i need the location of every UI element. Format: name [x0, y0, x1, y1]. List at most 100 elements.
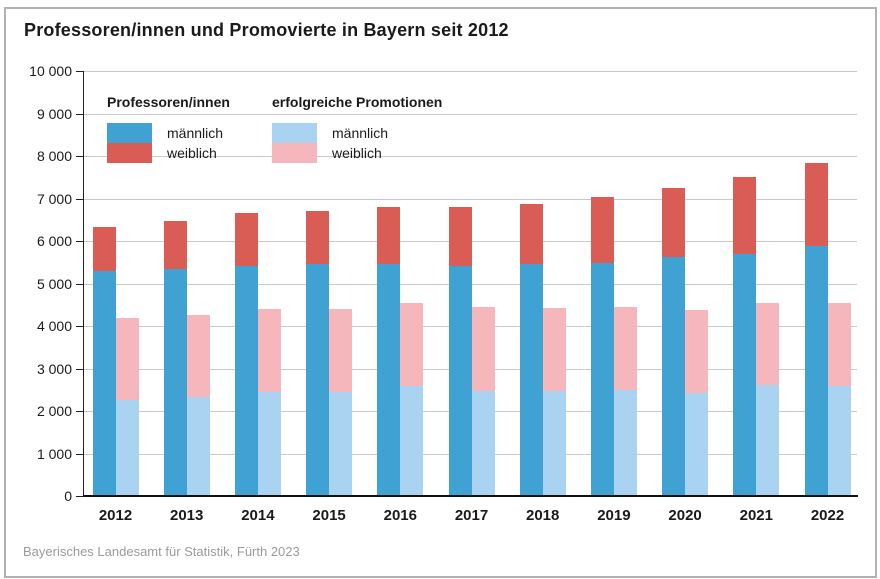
y-axis-tick-1000 — [76, 453, 84, 455]
bar-promotionen-maennlich-2020 — [685, 393, 709, 496]
bar-professoren-weiblich-2013 — [163, 221, 187, 270]
y-axis-tick-label-7000: 7 000 — [36, 190, 72, 207]
y-axis-tick-6000 — [76, 241, 84, 242]
bar-promotionen-maennlich-2016 — [400, 385, 424, 496]
bar-promotionen-weiblich-2015 — [329, 309, 353, 393]
legend-swatch-promotionen-weiblich-icon — [272, 143, 317, 163]
bar-professoren-weiblich-2020 — [662, 187, 686, 258]
x-axis-label-2013: 2013 — [170, 507, 204, 524]
bar-professoren-maennlich-2022 — [804, 246, 828, 496]
y-axis-tick-label-9000: 9 000 — [36, 105, 72, 122]
x-axis-label-2019: 2019 — [597, 507, 631, 524]
x-axis-label-2020: 2020 — [668, 507, 702, 524]
bar-promotionen-maennlich-2012 — [115, 400, 139, 496]
y-axis-tick-label-0: 0 — [64, 488, 72, 504]
bar-promotionen-maennlich-2019 — [613, 390, 637, 496]
y-axis-tick-label-2000: 2 000 — [36, 403, 72, 419]
bar-promotionen-weiblich-2018 — [542, 308, 566, 392]
x-axis-label-2021: 2021 — [739, 507, 773, 524]
bar-promotionen-maennlich-2022 — [827, 385, 851, 496]
bar-promotionen-weiblich-2014 — [257, 309, 281, 392]
bar-professoren-maennlich-2019 — [590, 263, 614, 496]
legend-row-promotionen-weiblich: weiblich — [272, 143, 442, 163]
bar-promotionen-weiblich-2016 — [400, 302, 424, 386]
bar-professoren-maennlich-2014 — [234, 265, 258, 496]
bar-professoren-maennlich-2012 — [92, 270, 116, 496]
bar-promotionen-maennlich-2018 — [542, 391, 566, 496]
legend-label-professoren-weiblich: weiblich — [167, 145, 217, 161]
bar-promotionen-maennlich-2017 — [471, 390, 495, 496]
x-axis-label-2014: 2014 — [241, 507, 275, 524]
y-axis-tick-10000 — [76, 71, 84, 72]
bar-promotionen-weiblich-2013 — [186, 314, 210, 397]
y-axis-tick-4000 — [76, 326, 84, 327]
y-axis-tick-3000 — [76, 368, 84, 370]
legend-title-professoren: Professoren/innen — [107, 94, 230, 110]
y-axis-tick-label-6000: 6 000 — [36, 233, 72, 249]
bar-promotionen-weiblich-2022 — [827, 302, 851, 386]
bar-professoren-maennlich-2021 — [733, 253, 757, 496]
legend-row-professoren-weiblich: weiblich — [107, 143, 230, 163]
y-axis-tick-label-1000: 1 000 — [36, 445, 72, 462]
legend-label-professoren-maennlich: männlich — [167, 125, 224, 141]
x-axis-label-2017: 2017 — [454, 507, 489, 524]
y-axis-tick-label-3000: 3 000 — [36, 360, 72, 377]
bar-professoren-weiblich-2017 — [448, 207, 472, 267]
bar-professoren-weiblich-2012 — [92, 226, 116, 271]
bar-promotionen-maennlich-2014 — [257, 391, 281, 496]
gridline-10000 — [84, 71, 857, 72]
chart-title: Professoren/innen und Promovierte in Bay… — [24, 20, 509, 40]
y-axis-tick-label-4000: 4 000 — [36, 318, 72, 334]
x-axis-label-2018: 2018 — [526, 507, 560, 524]
y-axis-tick-8000 — [76, 156, 84, 157]
y-axis-tick-label-10000: 10 000 — [29, 63, 72, 79]
bar-promotionen-weiblich-2021 — [756, 302, 780, 385]
bar-promotionen-weiblich-2017 — [471, 306, 495, 391]
y-axis-tick-label-5000: 5 000 — [36, 275, 72, 292]
y-axis-line — [83, 71, 84, 497]
bar-professoren-weiblich-2014 — [234, 213, 258, 266]
source-note: Bayerisches Landesamt für Statistik, Für… — [23, 544, 300, 559]
bar-professoren-weiblich-2016 — [377, 207, 401, 265]
bar-promotionen-weiblich-2020 — [685, 310, 709, 394]
legend-swatch-professoren-maennlich-icon — [107, 123, 152, 143]
x-axis-label-2012: 2012 — [98, 507, 133, 524]
legend-title-promotionen: erfolgreiche Promotionen — [272, 94, 443, 110]
legend-label-promotionen-weiblich: weiblich — [332, 145, 382, 161]
bar-professoren-weiblich-2018 — [519, 204, 543, 265]
gridline-8000 — [84, 156, 857, 157]
bar-promotionen-maennlich-2015 — [329, 392, 353, 496]
x-axis-label-2015: 2015 — [312, 507, 346, 524]
legend-row-professoren-maennlich: männlich — [107, 123, 230, 143]
bar-professoren-weiblich-2015 — [306, 211, 330, 265]
bar-professoren-weiblich-2022 — [804, 162, 828, 247]
legend-label-promotionen-maennlich: männlich — [332, 125, 389, 141]
legend-swatch-professoren-weiblich-icon — [107, 143, 152, 163]
x-axis-label-2022: 2022 — [810, 507, 845, 524]
y-axis-tick-2000 — [76, 411, 84, 412]
bar-professoren-maennlich-2018 — [519, 264, 543, 496]
legend-group-professoren: Professoren/innen männlich weiblich — [107, 94, 230, 163]
y-axis-tick-label-8000: 8 000 — [36, 148, 72, 164]
legend-swatch-promotionen-maennlich-icon — [272, 123, 317, 143]
y-axis-tick-7000 — [76, 198, 84, 200]
bar-professoren-weiblich-2021 — [733, 176, 757, 254]
bar-professoren-maennlich-2020 — [662, 257, 686, 496]
bar-promotionen-weiblich-2012 — [115, 318, 139, 401]
bar-professoren-maennlich-2017 — [448, 266, 472, 496]
gridline-9000 — [84, 113, 857, 115]
bar-professoren-maennlich-2015 — [306, 264, 330, 496]
y-axis-tick-0 — [76, 496, 84, 497]
bar-professoren-weiblich-2019 — [590, 197, 614, 264]
bar-promotionen-weiblich-2019 — [613, 307, 637, 391]
bar-promotionen-maennlich-2013 — [186, 396, 210, 496]
legend-row-promotionen-maennlich: männlich — [272, 123, 442, 143]
y-axis-tick-5000 — [76, 283, 84, 285]
y-axis-tick-9000 — [76, 113, 84, 115]
bar-professoren-maennlich-2013 — [163, 269, 187, 496]
bar-professoren-maennlich-2016 — [377, 264, 401, 496]
x-axis-label-2016: 2016 — [383, 507, 417, 524]
x-axis-line — [83, 495, 858, 497]
